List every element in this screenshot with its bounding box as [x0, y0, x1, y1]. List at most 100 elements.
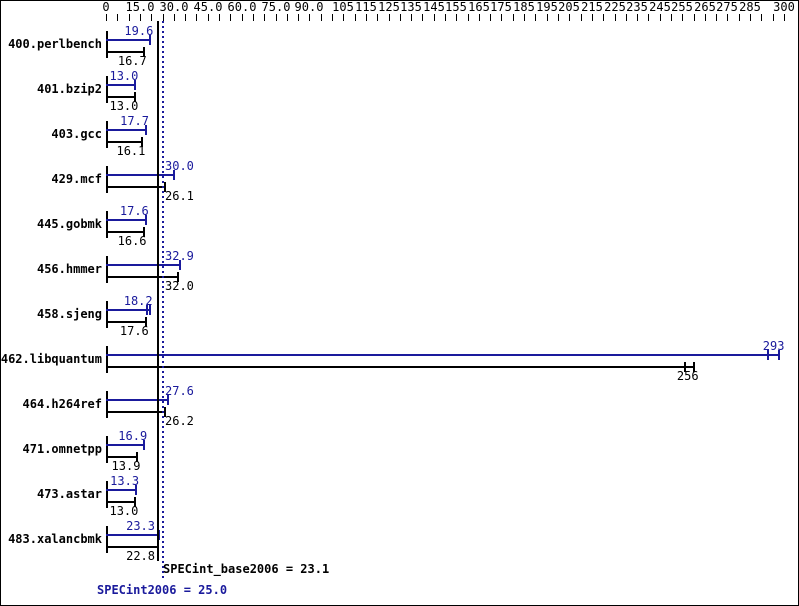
- peak-bar: [106, 39, 151, 41]
- peak-value-label: 30.0: [165, 159, 194, 173]
- axis-minor-tick: [253, 14, 254, 21]
- base-mean-label: SPECint_base2006 = 23.1: [163, 562, 330, 576]
- axis-major-tick: [524, 14, 525, 21]
- benchmark-name-label: 473.astar: [36, 487, 102, 501]
- axis-major-tick: [660, 14, 661, 21]
- axis-major-tick: [276, 14, 277, 21]
- base-value-label: 26.1: [165, 189, 194, 203]
- peak-bar-extra-tick: [778, 350, 780, 360]
- base-bar-extra-tick: [693, 362, 695, 372]
- benchmark-name-label: 483.xalancbmk: [8, 532, 102, 546]
- axis-minor-tick: [332, 14, 333, 21]
- base-bar-end-tick: [134, 92, 136, 102]
- benchmark-name-label: 400.perlbench: [8, 37, 102, 51]
- axis-major-tick: [705, 14, 706, 21]
- axis-minor-tick: [377, 14, 378, 21]
- base-bar-end-tick: [684, 362, 686, 372]
- peak-bar-end-tick: [149, 35, 151, 45]
- axis-tick-label: 300: [773, 0, 795, 14]
- base-bar: [106, 546, 159, 548]
- peak-bar-end-tick: [146, 305, 148, 315]
- axis-minor-tick: [264, 14, 265, 21]
- axis-tick-label: 195: [536, 0, 558, 14]
- benchmark-name-label: 462.libquantum: [0, 352, 102, 366]
- row-zero-spine: [106, 121, 108, 148]
- row-zero-spine: [106, 211, 108, 238]
- base-bar: [106, 141, 143, 143]
- base-bar: [106, 411, 166, 413]
- base-bar-end-tick: [134, 497, 136, 507]
- axis-major-tick: [106, 14, 107, 21]
- peak-bar-end-tick: [134, 80, 136, 90]
- axis-tick-label: 175: [490, 0, 512, 14]
- axis-major-tick: [615, 14, 616, 21]
- base-value-label: 32.0: [165, 279, 194, 293]
- peak-bar-end-tick: [145, 215, 147, 225]
- base-bar: [106, 276, 179, 278]
- peak-mean-label: SPECint2006 = 25.0: [97, 583, 228, 597]
- benchmark-name-label: 429.mcf: [51, 172, 102, 186]
- axis-minor-tick: [163, 14, 164, 21]
- axis-major-tick: [434, 14, 435, 21]
- benchmark-name-label: 458.sjeng: [36, 307, 102, 321]
- peak-bar-end-tick: [158, 530, 160, 540]
- axis-minor-tick: [468, 14, 469, 21]
- axis-minor-tick: [196, 14, 197, 21]
- row-zero-spine: [106, 481, 108, 508]
- base-bar-end-tick: [141, 137, 143, 147]
- axis-minor-tick: [117, 14, 118, 21]
- axis-tick-label: 135: [400, 0, 422, 14]
- row-zero-spine: [106, 346, 108, 373]
- peak-value-label: 23.3: [126, 519, 155, 533]
- peak-value-label: 32.9: [165, 249, 194, 263]
- axis-tick-label: 90.0: [294, 0, 324, 14]
- base-mean-line: [157, 21, 159, 561]
- peak-bar: [106, 264, 181, 266]
- base-bar: [106, 51, 145, 53]
- benchmark-name-label: 464.h264ref: [22, 397, 102, 411]
- peak-value-label: 13.3: [110, 474, 140, 488]
- axis-tick-label: 275: [716, 0, 738, 14]
- axis-tick-label: 225: [604, 0, 626, 14]
- axis-minor-tick: [603, 14, 604, 21]
- peak-bar: [106, 84, 136, 86]
- axis-minor-tick: [219, 14, 220, 21]
- peak-bar: [106, 129, 147, 131]
- axis-tick-label: 235: [626, 0, 648, 14]
- base-value-label: 13.0: [109, 99, 139, 113]
- axis-minor-tick: [773, 14, 774, 21]
- axis-tick-label: 205: [558, 0, 580, 14]
- axis-minor-tick: [513, 14, 514, 21]
- axis-tick-label: 45.0: [193, 0, 223, 14]
- peak-bar-end-tick: [173, 170, 175, 180]
- base-bar-end-tick: [177, 272, 179, 282]
- base-bar-end-tick: [136, 452, 138, 462]
- axis-major-tick: [547, 14, 548, 21]
- axis-tick-label: 265: [694, 0, 716, 14]
- axis-minor-tick: [355, 14, 356, 21]
- row-zero-spine: [106, 436, 108, 463]
- axis-tick-label: 165: [468, 0, 490, 14]
- axis-tick-label: 245: [649, 0, 671, 14]
- base-value-label: 13.9: [111, 459, 141, 473]
- axis-tick-label: 60.0: [227, 0, 257, 14]
- peak-bar: [106, 534, 160, 536]
- axis-tick-label: 255: [671, 0, 693, 14]
- peak-value-label: 27.6: [165, 384, 194, 398]
- row-zero-spine: [106, 166, 108, 193]
- axis-tick-label: 30.0: [159, 0, 189, 14]
- base-bar: [106, 231, 145, 233]
- peak-value-label: 18.2: [123, 294, 153, 308]
- axis-major-tick: [501, 14, 502, 21]
- axis-minor-tick: [445, 14, 446, 21]
- base-bar: [106, 456, 138, 458]
- peak-bar: [106, 309, 151, 311]
- base-bar-end-tick: [164, 407, 166, 417]
- axis-minor-tick: [558, 14, 559, 21]
- peak-bar-end-tick: [145, 125, 147, 135]
- benchmark-name-label: 403.gcc: [51, 127, 102, 141]
- axis-minor-tick: [151, 14, 152, 21]
- peak-value-label: 19.6: [124, 24, 154, 38]
- row-zero-spine: [106, 301, 108, 328]
